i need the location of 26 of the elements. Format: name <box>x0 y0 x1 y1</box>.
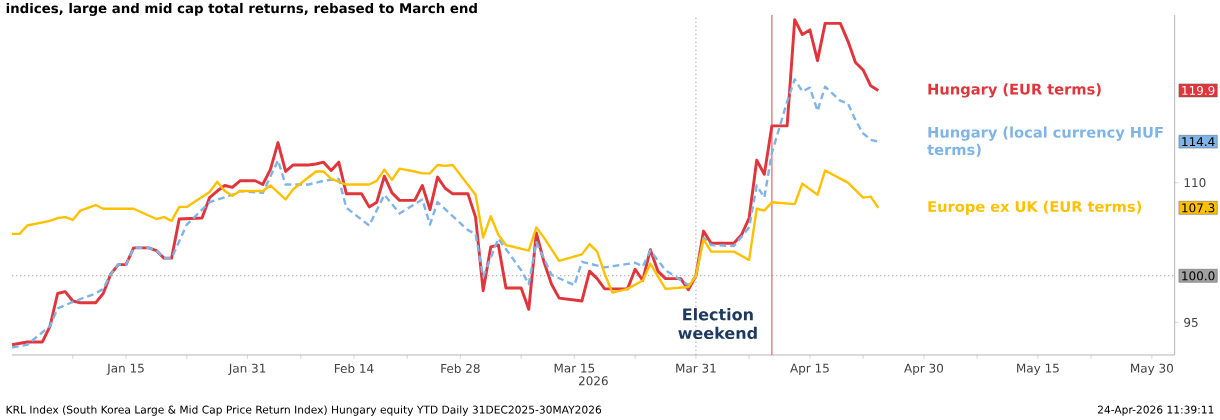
x-axis-title: 2026 <box>578 376 608 386</box>
x-tick-label: Jan 15 <box>106 363 144 375</box>
ref-line-label: 100.0 <box>1182 271 1215 281</box>
text: 107.3 <box>1182 203 1215 213</box>
x-tick-label: Apr 15 <box>790 363 829 375</box>
y-tick-label: 110 <box>1184 178 1206 188</box>
x-tick-label: May 30 <box>1131 363 1174 376</box>
text: 24-Apr-2026 11:39:11 <box>1097 405 1214 416</box>
line-series <box>10 163 880 294</box>
chart-title: indices, large and mid cap total returns, rebased to March end <box>6 2 477 16</box>
x-tick-label: Mar 31 <box>676 363 716 373</box>
text: KRL Index (South Korea Large & Mid Cap Price Return Index) Hungary equity YTD Daily 31DEC2025-30MAY2026 <box>6 405 602 416</box>
x-tick-label: Mar 15 <box>554 363 595 373</box>
x-tick-label: Apr 30 <box>904 363 944 376</box>
x-tick-label: May 15 <box>1017 363 1059 375</box>
x-tick-label: Jan 31 <box>228 363 266 376</box>
text: 114.4 <box>1182 137 1215 147</box>
line-series <box>10 78 880 349</box>
text: 119.9 <box>1182 85 1215 95</box>
x-tick-label: Feb 28 <box>441 363 480 373</box>
legend-label: Hungary (local currency HUF terms) <box>927 126 1163 157</box>
y-tick-label: 95 <box>1184 317 1198 327</box>
text: Hungary (EUR terms) <box>928 83 1101 98</box>
ref-line-label: Election weekend <box>678 308 757 340</box>
x-tick-label: Feb 14 <box>334 363 374 373</box>
text: Europe ex UK (EUR terms) <box>928 200 1142 215</box>
